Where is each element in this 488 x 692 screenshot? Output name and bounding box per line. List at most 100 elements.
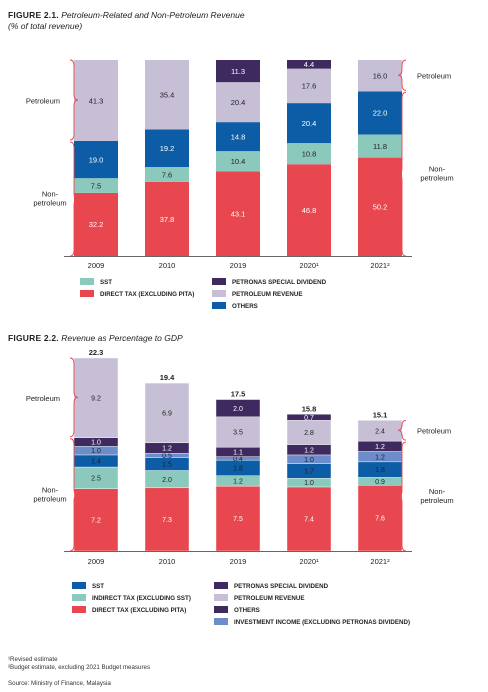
figure-2-2-title: Revenue as Percentage to GDP: [61, 333, 183, 343]
x-tick-label-4: 2021²: [370, 261, 390, 270]
bar-segment-direct_tax-2: [216, 171, 260, 256]
figure-2-1-heading: FIGURE 2.1. Petroleum-Related and Non-Pe…: [8, 10, 245, 21]
data-label-direct_tax-3: 7.4: [304, 517, 314, 524]
data-label-investment_income-3: 1.0: [304, 457, 314, 464]
legend-label-4: PETROLEUM REVENUE: [234, 595, 304, 602]
bar-segment-direct_tax-1: [145, 181, 189, 256]
x-tick-label-2: 2019: [230, 557, 247, 566]
right-petroleum-brace: [397, 59, 407, 91]
left-petroleum-brace: [69, 59, 79, 141]
x-tick-label-4: 2021²: [370, 557, 390, 566]
data-label-petroleum_revenue-3: 2.8: [304, 430, 314, 437]
bar-segment-sst-3: [287, 143, 331, 165]
bar-segment-petroleum_revenue-4: [358, 60, 402, 92]
bar-segment-petroleum_revenue-3: [287, 68, 331, 104]
legend-label-1: INDIRECT TAX (EXCLUDING SST): [92, 595, 191, 602]
data-label-others_22-0: 1.0: [91, 440, 101, 447]
data-label-investment_income-4: 1.2: [375, 454, 385, 461]
x-tick-label-2: 2019: [230, 261, 247, 270]
legend-label-4: OTHERS: [232, 303, 258, 310]
data-label-petronas_special_dividend-2: 11.3: [231, 67, 245, 76]
data-label-investment_income-2: 0.4: [233, 456, 243, 463]
data-label-indirect_tax-4: 0.9: [375, 479, 385, 486]
data-label-petroleum_revenue-0: 41.3: [89, 96, 104, 105]
data-label-direct_tax-1: 37.8: [160, 215, 175, 224]
x-tick-label-1: 2010: [159, 261, 176, 270]
legend-swatch-0: [72, 582, 86, 589]
bar-segment-sst-0: [74, 178, 118, 193]
legend-swatch-5: [214, 606, 228, 613]
footnote-2: ²Budget estimate, excluding 2021 Budget …: [8, 664, 151, 671]
data-label-direct_tax-1: 7.3: [162, 517, 172, 524]
right-nonpetroleum-label-2: petroleum: [420, 496, 453, 505]
data-label-indirect_tax-1: 2.0: [162, 477, 172, 484]
data-label-sst_22-3: 1.7: [304, 469, 314, 476]
data-label-petronas_special_dividend-3: 4.4: [304, 60, 314, 69]
figure-2-2-label: FIGURE 2.2.: [8, 333, 59, 343]
data-label-petroleum_revenue-3: 17.6: [302, 82, 317, 91]
data-label-direct_tax-4: 50.2: [373, 203, 388, 212]
left-nonpetroleum-label-1: Non-: [42, 189, 59, 198]
left-nonpetroleum-label-1: Non-: [42, 485, 59, 494]
data-label-investment_income-0: 1.0: [91, 448, 101, 455]
bar-segment-petroleum_revenue-1: [144, 382, 190, 444]
left-petroleum-label: Petroleum: [26, 96, 60, 105]
total-label-4: 15.1: [373, 410, 388, 419]
right-nonpetroleum-brace: [397, 441, 407, 552]
left-petroleum-brace: [69, 357, 79, 438]
legend-swatch-4: [212, 302, 226, 309]
bar-segment-others-4: [358, 91, 402, 135]
bar-segment-direct_tax-2: [215, 485, 261, 552]
total-label-2: 17.5: [231, 390, 246, 399]
data-label-sst_22-2: 1.8: [233, 466, 243, 473]
legend-label-3: PETRONAS SPECIAL DIVIDEND: [234, 583, 329, 590]
bar-segment-direct_tax-4: [357, 485, 403, 552]
bar-segment-direct_tax-0: [73, 488, 119, 552]
data-label-petroleum_revenue-1: 6.9: [162, 411, 172, 418]
total-label-1: 19.4: [160, 373, 175, 382]
bar-segment-sst-4: [358, 134, 402, 158]
data-label-direct_tax-4: 7.6: [375, 516, 385, 523]
legend-label-5: OTHERS: [234, 607, 260, 614]
right-nonpetroleum-label-2: petroleum: [420, 174, 453, 183]
right-nonpetroleum-label-1: Non-: [429, 165, 446, 174]
x-tick-label-3: 2020¹: [299, 557, 319, 566]
data-label-direct_tax-0: 32.2: [89, 220, 104, 229]
data-label-sst-3: 10.8: [302, 149, 317, 158]
data-label-sst-2: 10.4: [231, 157, 246, 166]
left-nonpetroleum-brace: [69, 141, 79, 257]
data-label-petroleum_revenue-2: 3.5: [233, 430, 243, 437]
legend-swatch-4: [214, 594, 228, 601]
data-label-direct_tax-3: 46.8: [302, 206, 317, 215]
bar-segment-petroleum_revenue-4: [357, 420, 403, 442]
right-nonpetroleum-label-1: Non-: [429, 487, 446, 496]
data-label-sst_22-4: 1.8: [375, 467, 385, 474]
data-label-others-4: 22.0: [373, 109, 388, 118]
figure-2-2-chart: 7.22.51.41.01.09.222.320097.32.01.50.51.…: [26, 348, 454, 626]
bar-segment-petroleum_revenue-0: [74, 60, 118, 141]
data-label-sst-1: 7.6: [162, 170, 172, 179]
bar-segment-sst-1: [145, 167, 189, 182]
data-label-petroleum_revenue-1: 35.4: [160, 90, 175, 99]
data-label-others_22-1: 1.2: [162, 446, 172, 453]
bar-segment-direct_tax-3: [287, 164, 331, 256]
left-nonpetroleum-brace: [69, 438, 79, 552]
x-tick-label-3: 2020¹: [299, 261, 319, 270]
bar-segment-sst-2: [216, 151, 260, 172]
data-label-direct_tax-2: 7.5: [233, 516, 243, 523]
legend-swatch-2: [72, 606, 86, 613]
figure-2-1-chart: 32.2 7.5 19.0 41.3 2009 37.8 7.6 19.2 35.4 2010 43…: [26, 59, 454, 310]
data-label-sst-4: 11.8: [373, 142, 387, 151]
bar-segment-others-3: [287, 103, 331, 144]
data-label-petroleum_revenue-4: 16.0: [373, 71, 388, 80]
left-nonpetroleum-label-2: petroleum: [33, 494, 66, 503]
bar-segment-direct_tax-3: [286, 486, 332, 552]
data-label-sst-0: 7.5: [91, 181, 101, 190]
data-label-direct_tax-0: 7.2: [91, 517, 101, 524]
data-label-investment_income-1: 0.5: [162, 453, 172, 460]
legend-swatch-6: [214, 618, 228, 625]
bar-segment-petronas_special_dividend-2: [216, 60, 260, 83]
legend-label-0: SST: [92, 583, 104, 590]
data-label-indirect_tax-3: 1.0: [304, 480, 314, 487]
data-label-petronas_special_dividend-2: 2.0: [233, 406, 243, 413]
